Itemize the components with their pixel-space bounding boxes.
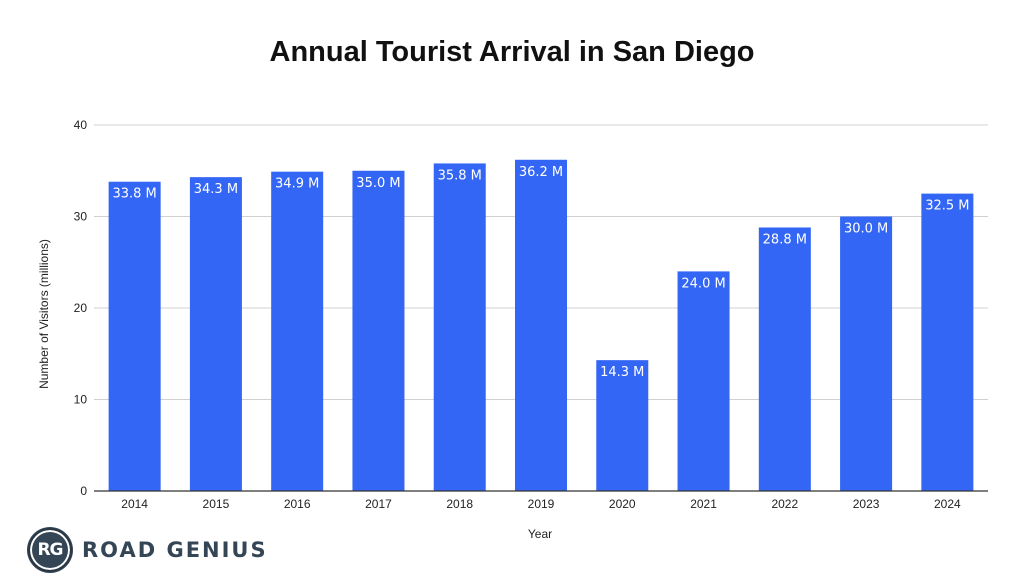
brand-logo: RG ROAD GENIUS bbox=[28, 527, 268, 573]
data-label: 30.0 M bbox=[844, 222, 888, 237]
y-tick-label: 40 bbox=[74, 118, 88, 132]
bar bbox=[352, 170, 405, 491]
x-tick-label: 2014 bbox=[121, 497, 148, 511]
data-label: 28.8 M bbox=[763, 232, 807, 247]
data-label: 24.0 M bbox=[681, 276, 725, 291]
bar bbox=[108, 181, 161, 492]
data-label: 35.0 M bbox=[356, 176, 400, 191]
x-tick-label: 2024 bbox=[934, 497, 961, 511]
bar bbox=[189, 177, 242, 491]
data-label: 35.8 M bbox=[438, 168, 482, 183]
data-label: 32.5 M bbox=[925, 199, 969, 214]
x-tick-label: 2018 bbox=[446, 497, 473, 511]
data-label: 34.9 M bbox=[275, 177, 319, 192]
x-tick-label: 2021 bbox=[690, 497, 717, 511]
x-tick-label: 2015 bbox=[203, 497, 230, 511]
bar bbox=[596, 360, 649, 491]
bar bbox=[433, 163, 486, 491]
data-label: 36.2 M bbox=[519, 165, 563, 180]
brand-badge-icon: RG bbox=[28, 528, 72, 572]
bar bbox=[840, 216, 893, 491]
x-tick-label: 2023 bbox=[853, 497, 880, 511]
x-tick-label: 2022 bbox=[771, 497, 798, 511]
bar bbox=[677, 271, 730, 491]
y-axis-label: Number of Visitors (millions) bbox=[37, 239, 51, 389]
data-label: 34.3 M bbox=[194, 182, 238, 197]
y-tick-label: 20 bbox=[74, 301, 88, 315]
chart-title: Annual Tourist Arrival in San Diego bbox=[269, 36, 755, 68]
x-tick-label: 2020 bbox=[609, 497, 636, 511]
data-label: 33.8 M bbox=[112, 187, 156, 202]
data-label: 14.3 M bbox=[600, 365, 644, 380]
bar bbox=[921, 193, 974, 491]
x-tick-label: 2016 bbox=[284, 497, 311, 511]
x-tick-label: 2019 bbox=[528, 497, 555, 511]
y-tick-label: 10 bbox=[74, 393, 88, 407]
brand-name: ROAD GENIUS bbox=[82, 538, 268, 562]
x-tick-label: 2017 bbox=[365, 497, 392, 511]
bar bbox=[271, 171, 324, 492]
bar bbox=[758, 227, 811, 492]
y-tick-label: 0 bbox=[80, 484, 87, 498]
x-axis-label: Year bbox=[527, 527, 553, 541]
bar bbox=[514, 159, 568, 491]
y-tick-label: 30 bbox=[74, 210, 88, 224]
